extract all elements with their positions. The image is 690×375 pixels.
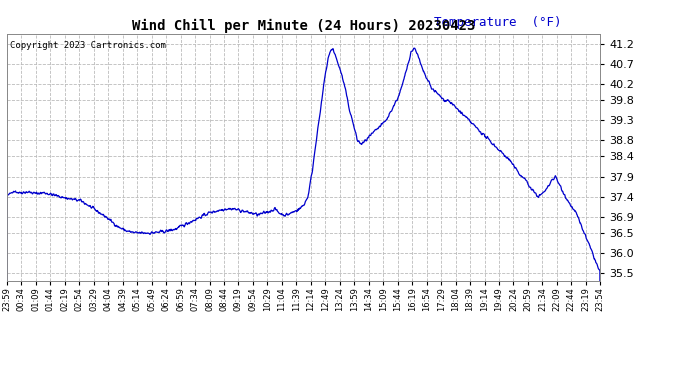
Text: Copyright 2023 Cartronics.com: Copyright 2023 Cartronics.com xyxy=(10,41,166,50)
Title: Wind Chill per Minute (24 Hours) 20230423: Wind Chill per Minute (24 Hours) 2023042… xyxy=(132,18,475,33)
Text: Temperature  (°F): Temperature (°F) xyxy=(434,16,562,29)
